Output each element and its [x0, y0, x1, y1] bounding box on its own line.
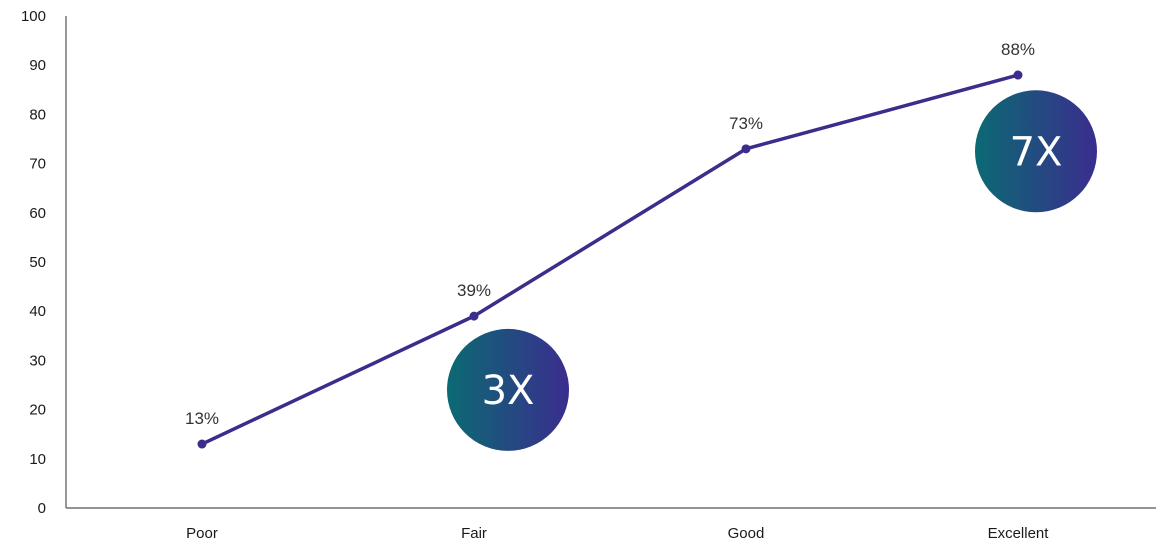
data-point — [1013, 70, 1023, 80]
data-labels: 13% 39% 73% 88% — [185, 40, 1035, 428]
y-tick-label: 30 — [29, 352, 46, 369]
y-tick-label: 40 — [29, 303, 46, 320]
data-label: 13% — [185, 409, 219, 428]
x-tick-label: Poor — [186, 525, 218, 542]
y-tick-label: 90 — [29, 57, 46, 74]
data-point — [741, 144, 751, 154]
y-ticks: 0 10 20 30 40 50 60 70 80 90 100 — [21, 8, 46, 517]
series-group — [197, 70, 1023, 449]
data-label: 39% — [457, 281, 491, 300]
y-tick-label: 50 — [29, 254, 46, 271]
data-point — [469, 311, 479, 321]
y-tick-label: 100 — [21, 8, 46, 25]
multiplier-badge — [447, 328, 569, 451]
x-tick-label: Excellent — [988, 525, 1050, 542]
data-point — [197, 439, 207, 449]
multiplier-badge-label: 7X — [1010, 129, 1063, 175]
y-tick-label: 20 — [29, 402, 46, 419]
multiplier-badges: 3X 7X — [447, 90, 1097, 451]
axes — [65, 16, 1156, 509]
y-tick-label: 60 — [29, 205, 46, 222]
y-tick-label: 10 — [29, 451, 46, 468]
y-tick-label: 80 — [29, 106, 46, 123]
multiplier-badge — [975, 90, 1097, 213]
y-tick-label: 70 — [29, 156, 46, 173]
multiplier-badge-label: 3X — [482, 368, 535, 414]
x-tick-label: Fair — [461, 525, 487, 542]
series-line — [200, 73, 1020, 446]
data-label: 73% — [729, 114, 763, 133]
x-ticks: Poor Fair Good Excellent — [186, 525, 1049, 542]
y-tick-label: 0 — [38, 500, 46, 517]
x-tick-label: Good — [728, 525, 765, 542]
data-label: 88% — [1001, 40, 1035, 59]
